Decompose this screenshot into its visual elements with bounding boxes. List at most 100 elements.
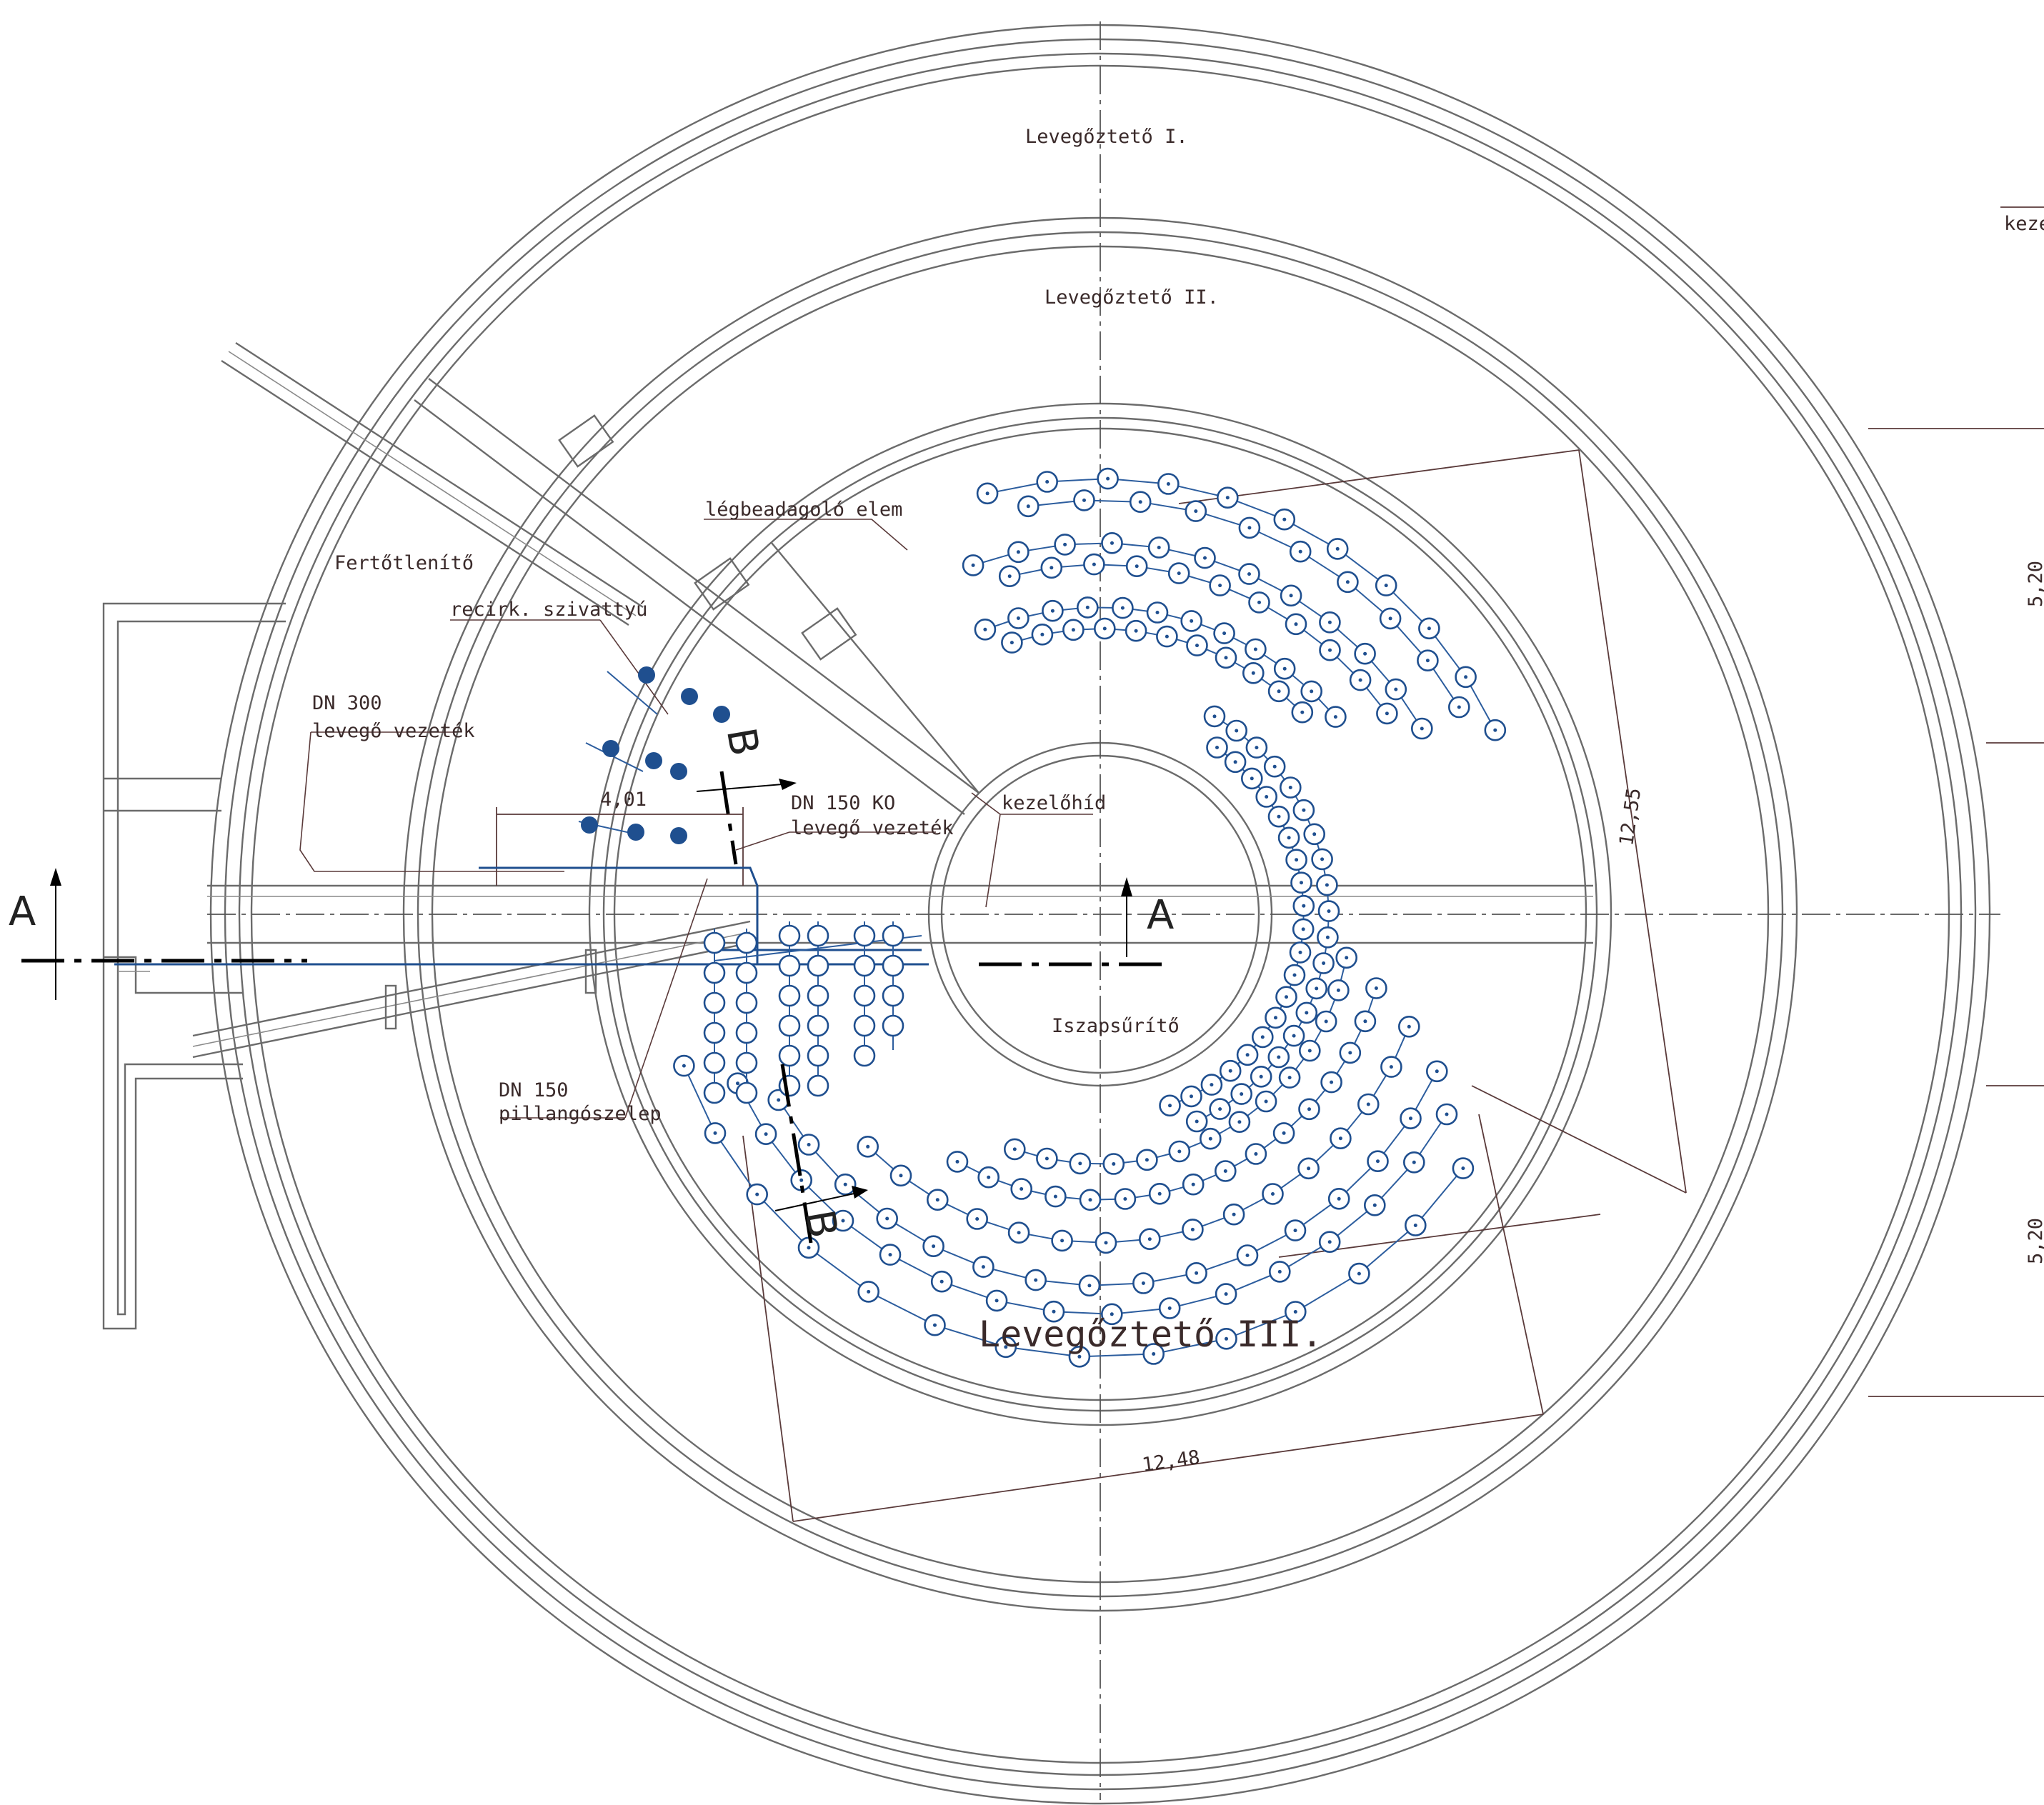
diffuser-center — [1240, 1092, 1244, 1096]
diffuser-center — [935, 1198, 939, 1202]
diffuser-center — [1277, 689, 1281, 694]
dimension-5-20-bottom: 5,20 — [2025, 1218, 2044, 1264]
diffuser-center — [1141, 1281, 1145, 1285]
section-b-line — [696, 771, 868, 1244]
recirc-pumps — [581, 666, 730, 844]
diffuser-center — [1040, 632, 1045, 636]
diffuser-center — [1300, 881, 1303, 885]
diffuser-center — [1063, 542, 1067, 546]
diffuser-center — [1026, 504, 1030, 509]
diffuser-center — [1305, 1011, 1309, 1015]
lower-pipe-channel — [192, 920, 751, 1059]
diffuser-center — [1157, 546, 1161, 549]
diffuser-center — [764, 1132, 768, 1136]
diffuser-center — [807, 1246, 811, 1250]
diffuser-element — [735, 931, 758, 954]
section-a-right-letter: A — [1147, 892, 1174, 939]
dimension-4-01: 4,01 — [600, 789, 647, 811]
diffuser-center — [1320, 857, 1325, 861]
diffuser-element — [853, 984, 876, 1007]
diffuser-center — [985, 491, 989, 496]
diffuser-center — [1016, 616, 1020, 620]
diffuser-center — [1224, 656, 1228, 660]
diffuser-element — [882, 1014, 904, 1037]
diffuser-element — [853, 1014, 876, 1037]
disinfector-label: Fertőtlenítő — [334, 552, 474, 574]
diffuser-center — [1277, 814, 1281, 819]
diffuser-center — [1007, 574, 1012, 579]
section-b-bottom-letter: B — [796, 1206, 847, 1241]
diffuser-center — [1195, 644, 1199, 648]
diffuser-center — [1389, 1065, 1393, 1069]
diffuser-center — [1307, 1049, 1312, 1053]
diffuser-element — [778, 924, 801, 947]
diffuser-center — [1250, 776, 1254, 781]
diffuser-center — [755, 1192, 759, 1196]
aerator-1-label: Levegőztető I. — [1025, 126, 1188, 148]
diffuser-center — [1228, 1069, 1232, 1073]
diffuser-center — [736, 1081, 739, 1086]
diffuser-center — [1345, 580, 1350, 584]
diffuser-center — [1071, 628, 1075, 632]
diffuser-center — [1366, 1102, 1370, 1106]
diffuser-center — [1012, 1147, 1017, 1151]
diffuser-center — [1338, 1136, 1342, 1141]
diffuser-center — [1157, 1191, 1162, 1196]
diffuser-center — [1078, 1161, 1082, 1166]
diffuser-center — [1203, 556, 1207, 560]
diffuser-center — [1045, 1156, 1049, 1161]
diffuser-center — [1017, 1231, 1021, 1235]
diffuser-center — [1233, 760, 1237, 764]
diffuser-center — [1307, 1107, 1311, 1111]
diffuser-center — [1210, 1083, 1214, 1087]
dn150-label: DN 150 — [499, 1079, 569, 1101]
diffuser-center — [1327, 909, 1331, 914]
diffuser-element — [807, 954, 829, 977]
diffuser-center — [1016, 550, 1020, 554]
diffuser-element — [703, 1051, 726, 1074]
diffuser-center — [1050, 609, 1055, 613]
dn150ko-label: DN 150 KO — [791, 792, 895, 814]
diffuser-element — [853, 1044, 876, 1067]
diffuser-center — [1461, 1166, 1465, 1171]
diffuser-center — [994, 1299, 999, 1303]
diffuser-center — [1254, 1152, 1258, 1156]
diffuser-center — [713, 1131, 717, 1135]
diffuser-center — [1328, 648, 1332, 652]
diffuser-element — [778, 954, 801, 977]
diffuser-center — [981, 1265, 985, 1269]
diffuser-center — [1166, 482, 1170, 486]
diffuser-pipe — [957, 988, 1377, 1201]
diffuser-center — [1445, 1112, 1449, 1116]
diffuser-center — [1255, 746, 1259, 750]
diffuser-center — [1218, 1107, 1222, 1111]
diffuser-center — [682, 1064, 686, 1068]
dn300-pipe-label: levegő vezeték — [312, 720, 475, 742]
diffuser-center — [939, 1279, 944, 1284]
diffuser-element — [807, 1044, 829, 1067]
diffuser-center — [1223, 1169, 1227, 1173]
diffuser-element — [735, 961, 758, 984]
diffuser-center — [1087, 1284, 1092, 1288]
diffuser-element — [882, 954, 904, 977]
diffuser-center — [1285, 995, 1288, 999]
diffuser-center — [1357, 1271, 1361, 1276]
diffuser-center — [1372, 1203, 1377, 1207]
diffuser-center — [1425, 659, 1430, 663]
dimension-12-48: 12,48 — [1141, 1446, 1202, 1476]
diffuser-center — [1050, 566, 1054, 570]
diffuser-center — [1165, 634, 1169, 639]
diffuser-center — [1336, 988, 1340, 992]
diffuser-center — [1112, 1162, 1116, 1166]
diffuser-center — [1145, 1158, 1149, 1162]
diffuser-center — [1194, 509, 1198, 514]
diffuser-center — [1464, 675, 1468, 679]
diffuser-pipe — [867, 1026, 1410, 1244]
diffuser-element — [807, 1014, 829, 1037]
diffuser-center — [1195, 1271, 1199, 1275]
diffuser-center — [1295, 858, 1299, 862]
diffuser-center — [899, 1174, 903, 1178]
diffuser-center — [1177, 1149, 1182, 1154]
diffuser-center — [807, 1143, 811, 1146]
diffuser-element — [882, 924, 904, 947]
